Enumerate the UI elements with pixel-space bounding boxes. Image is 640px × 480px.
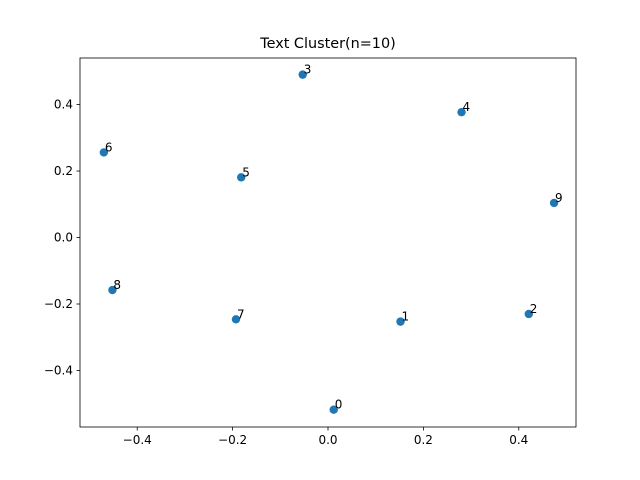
y-tick-label-3: 0.2 [54, 164, 73, 178]
point-label-9: 9 [555, 191, 563, 205]
point-label-6: 6 [105, 140, 113, 154]
x-tick-label-1: −0.2 [218, 433, 247, 447]
y-tick-label-2: 0.0 [54, 231, 73, 245]
point-label-3: 3 [304, 63, 312, 77]
x-tick-label-2: 0.0 [318, 433, 337, 447]
point-label-4: 4 [463, 100, 471, 114]
x-tick-label-4: 0.4 [509, 433, 528, 447]
y-tick-label-4: 0.4 [54, 98, 73, 112]
point-label-1: 1 [401, 310, 409, 324]
y-tick-label-0: −0.4 [44, 363, 73, 377]
point-label-0: 0 [335, 398, 343, 412]
point-label-7: 7 [237, 307, 245, 321]
point-label-8: 8 [113, 278, 121, 292]
data-point-5 [237, 173, 246, 182]
data-point-0 [329, 405, 338, 414]
data-point-3 [298, 70, 307, 79]
data-point-9 [549, 198, 559, 208]
point-label-5: 5 [242, 165, 250, 179]
x-tick-label-3: 0.2 [414, 433, 433, 447]
point-label-2: 2 [530, 302, 538, 316]
chart-title: Text Cluster(n=10) [259, 36, 395, 52]
plot-area: −0.4 −0.2 0.0 0.2 0.4 −0.4 −0.2 0.0 0.2 0.4 0 1 2 3 4 5… [44, 57, 577, 447]
data-point-4 [457, 107, 466, 117]
data-point-2 [524, 309, 533, 319]
data-point-1 [396, 317, 405, 326]
x-tick-label-0: −0.4 [123, 433, 152, 447]
data-point-6 [99, 148, 109, 157]
data-point-7 [231, 315, 241, 324]
axes-frame [79, 57, 577, 428]
y-tick-label-1: −0.2 [44, 297, 73, 311]
data-point-8 [108, 285, 117, 295]
